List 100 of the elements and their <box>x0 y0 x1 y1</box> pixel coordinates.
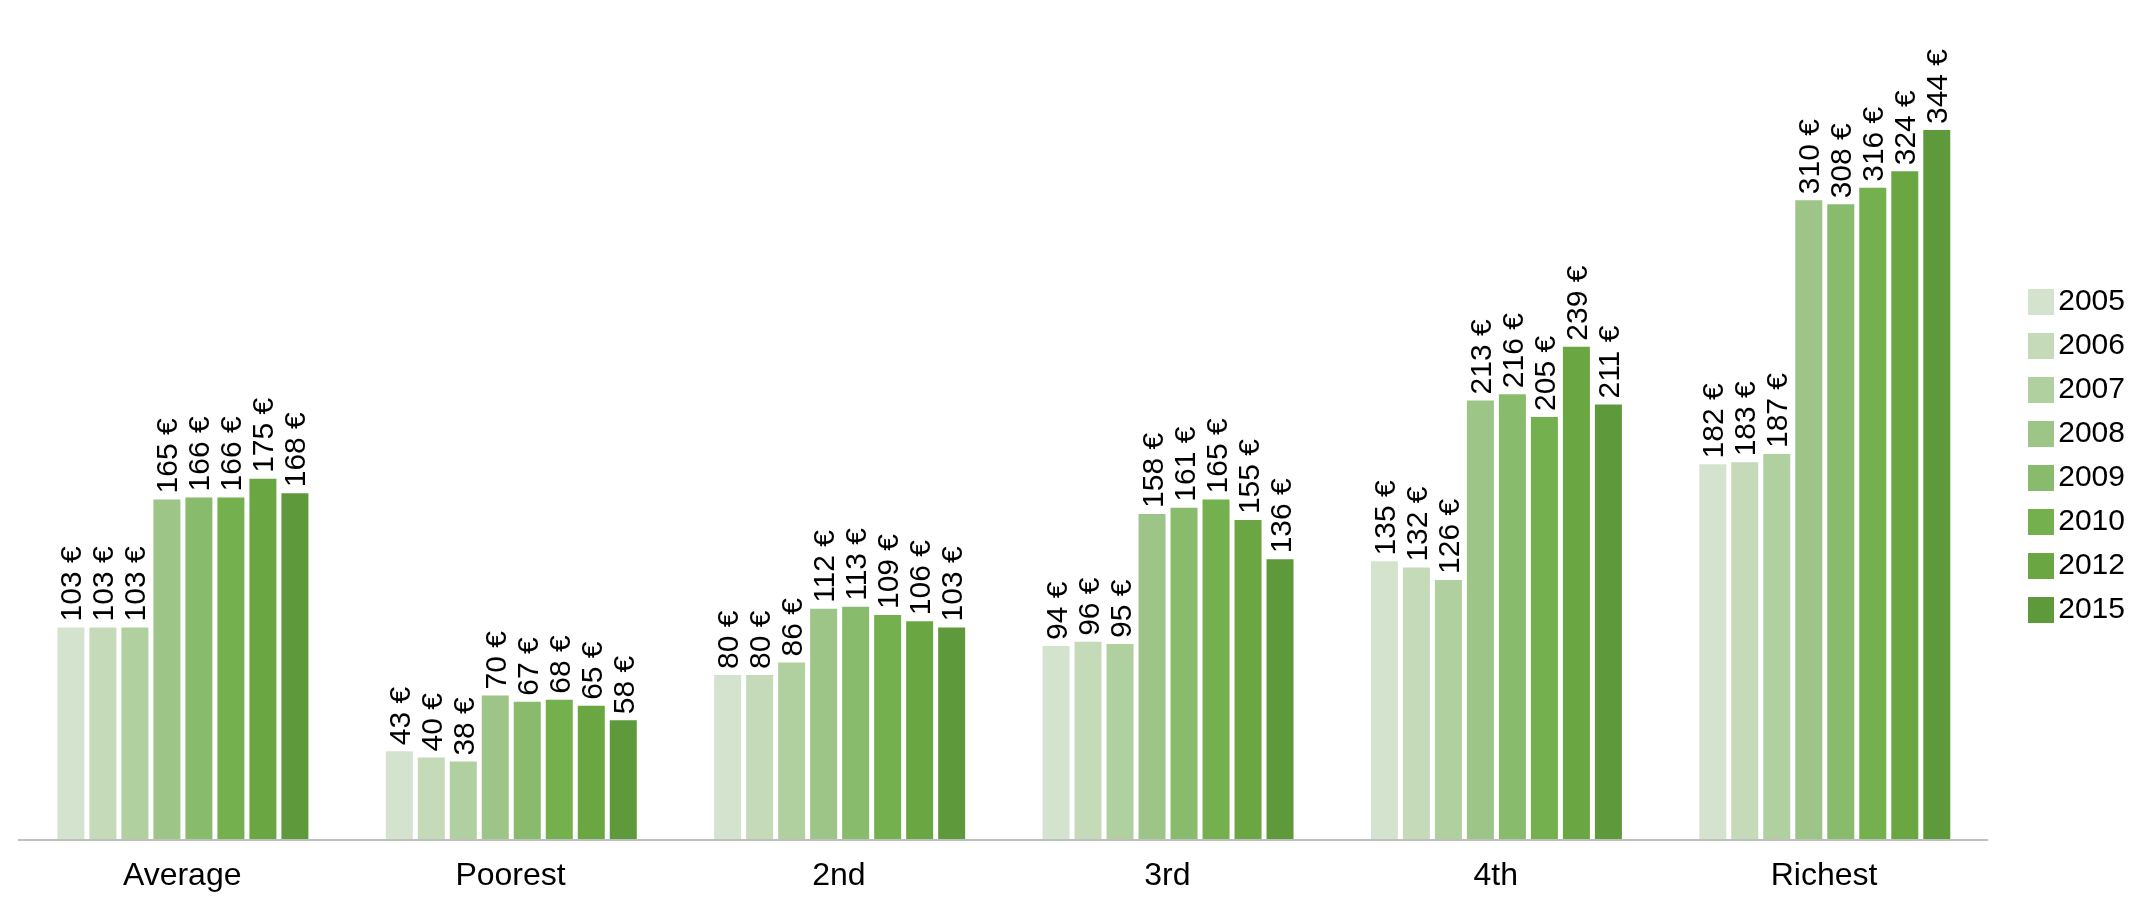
bar <box>1106 643 1134 840</box>
data-label: 70 € <box>478 630 512 690</box>
x-tick-label: Poorest <box>455 855 566 892</box>
data-label: 316 € <box>1856 106 1890 182</box>
x-tick-label: 4th <box>1473 855 1518 892</box>
data-label: 166 € <box>182 416 216 492</box>
bar <box>121 627 149 840</box>
bar <box>545 699 573 840</box>
bar <box>249 478 277 840</box>
data-label: 308 € <box>1824 122 1858 199</box>
data-label: 155 € <box>1231 438 1265 515</box>
bar <box>1434 579 1462 840</box>
bar <box>1530 416 1558 840</box>
data-label: 165 € <box>1199 418 1233 494</box>
legend-label: 2012 <box>2058 547 2125 580</box>
data-label: 68 € <box>542 634 576 694</box>
bar <box>153 499 181 840</box>
bar <box>577 705 605 840</box>
bar <box>609 720 637 840</box>
bar <box>385 751 413 840</box>
data-label: 136 € <box>1263 477 1297 554</box>
data-label: 324 € <box>1888 89 1922 166</box>
bar <box>1202 499 1230 840</box>
bar <box>810 608 838 840</box>
legend-label: 2015 <box>2058 591 2125 624</box>
bar <box>1498 394 1526 840</box>
bar <box>938 627 966 840</box>
bar <box>1138 513 1166 840</box>
bar <box>89 627 117 840</box>
bar <box>746 674 774 840</box>
x-tick-label: Richest <box>1770 855 1878 892</box>
bar <box>1891 171 1919 840</box>
legend-label: 2006 <box>2058 327 2125 360</box>
data-label: 161 € <box>1167 426 1201 502</box>
bar <box>714 674 742 840</box>
data-label: 344 € <box>1920 48 1954 124</box>
legend-label: 2007 <box>2058 371 2125 404</box>
bar <box>1170 507 1198 840</box>
bar <box>1370 561 1398 840</box>
data-label: 80 € <box>743 610 777 669</box>
data-label: 183 € <box>1728 380 1762 457</box>
data-label: 40 € <box>414 692 448 752</box>
bar <box>281 493 309 840</box>
data-label: 58 € <box>606 655 640 715</box>
data-label: 165 € <box>150 418 184 494</box>
data-label: 67 € <box>510 637 544 696</box>
data-label: 187 € <box>1760 372 1794 449</box>
data-label: 103 € <box>54 546 88 622</box>
legend-label: 2009 <box>2058 459 2125 492</box>
data-label: 38 € <box>446 696 480 756</box>
bar <box>1827 204 1855 840</box>
data-label: 103 € <box>935 546 969 622</box>
data-label: 239 € <box>1559 265 1593 341</box>
legend-label: 2008 <box>2058 415 2125 448</box>
bar <box>778 662 806 840</box>
bar <box>1402 567 1430 840</box>
data-label: 112 € <box>807 529 841 603</box>
data-label: 43 € <box>382 686 416 746</box>
x-tick-label: 2nd <box>812 855 866 892</box>
bar <box>57 627 85 840</box>
data-label: 168 € <box>278 411 312 488</box>
legend-label: 2005 <box>2058 283 2125 316</box>
x-tick-label: Average <box>122 855 242 892</box>
data-label: 135 € <box>1367 479 1401 556</box>
data-label: 126 € <box>1431 498 1465 574</box>
bar <box>842 606 870 840</box>
bar <box>1594 404 1622 840</box>
data-label: 94 € <box>1039 581 1073 640</box>
bar <box>417 757 445 840</box>
data-label: 95 € <box>1103 579 1137 638</box>
data-label: 132 € <box>1399 486 1433 562</box>
bar <box>1042 645 1070 840</box>
data-label: 103 € <box>86 546 120 622</box>
bar <box>1234 520 1262 840</box>
data-label: 65 € <box>574 641 608 700</box>
bar <box>1763 454 1791 840</box>
legend-label: 2010 <box>2058 503 2125 536</box>
bar <box>1699 464 1727 840</box>
bar <box>185 497 213 840</box>
data-label: 80 € <box>711 610 745 669</box>
data-label: 106 € <box>903 539 937 616</box>
bar <box>1731 462 1759 840</box>
data-label: 211 € <box>1591 325 1625 399</box>
data-label: 86 € <box>775 597 809 657</box>
data-label: 113 € <box>839 527 873 601</box>
x-tick-label: 3rd <box>1144 855 1191 892</box>
bar <box>1466 400 1494 840</box>
data-label: 166 € <box>214 416 248 492</box>
data-label: 182 € <box>1696 382 1730 459</box>
data-label: 213 € <box>1463 318 1497 395</box>
data-label: 109 € <box>871 533 905 610</box>
bar <box>481 695 509 840</box>
bar <box>217 497 245 840</box>
data-label: 205 € <box>1527 335 1561 411</box>
data-label: 310 € <box>1792 118 1826 195</box>
bar <box>1859 187 1887 840</box>
bar <box>1074 641 1102 840</box>
bar <box>1266 559 1294 840</box>
bar <box>1562 346 1590 840</box>
data-label: 96 € <box>1071 577 1105 636</box>
